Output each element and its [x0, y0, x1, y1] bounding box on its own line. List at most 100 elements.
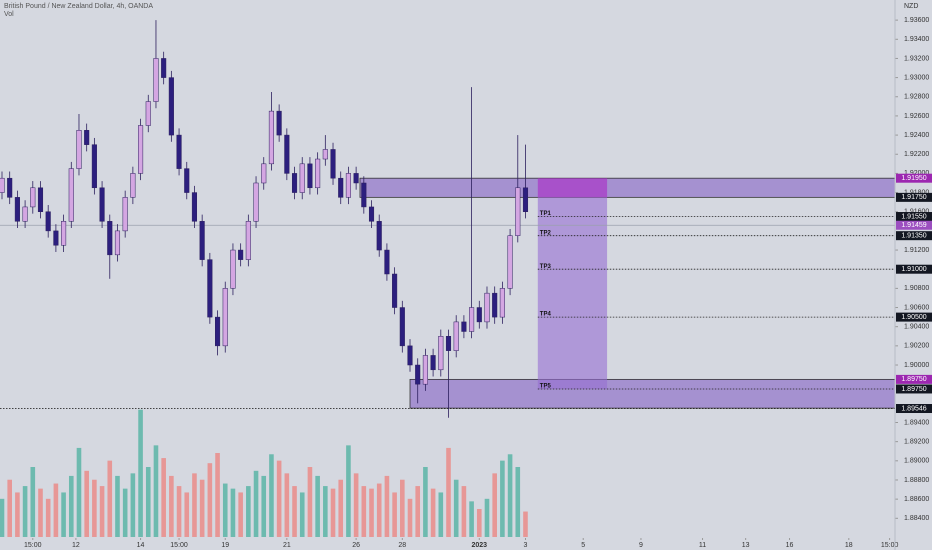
volume-bar [299, 492, 305, 537]
candle-body [215, 316, 221, 347]
volume-bar [323, 486, 328, 537]
x-tick-label: 14 [137, 542, 145, 549]
volume-bar [230, 488, 236, 537]
volume-bar [7, 479, 12, 537]
volume-bar [61, 492, 66, 537]
candle-body [153, 58, 159, 102]
price-label: 1.91000 [901, 266, 926, 273]
candle-body [469, 307, 475, 332]
x-tick-label: 2023 [472, 542, 488, 549]
candle-body [22, 206, 28, 222]
price-label: 1.90500 [901, 314, 926, 321]
currency-label: NZD [904, 3, 918, 10]
y-tick-label: 1.92600 [904, 113, 929, 120]
volume-bar [30, 467, 36, 537]
price-label: 1.91459 [901, 222, 926, 229]
y-tick-label: 1.88600 [904, 496, 929, 503]
axis-layer: 1.93600 1.93400 1.93200 1.93000 1.92800 1.926… [24, 17, 932, 549]
volume-bar [469, 501, 474, 537]
candle-body [37, 187, 44, 212]
candle-body [284, 134, 290, 174]
volume-bar [446, 447, 451, 537]
price-label: 1.89750 [901, 376, 926, 383]
candle-body [415, 364, 421, 385]
y-tick-label: 1.88400 [904, 515, 929, 522]
candle-body [168, 77, 174, 136]
volume-bar [500, 460, 505, 537]
x-tick-label: 21 [283, 542, 291, 549]
volume-bar [361, 486, 367, 537]
volume-bar [238, 492, 243, 537]
supply-demand-zone [359, 177, 896, 198]
volume-bar [145, 467, 151, 537]
volume-bar [292, 486, 297, 537]
x-tick-label: 5 [581, 542, 585, 549]
volume-bar [284, 473, 290, 537]
y-tick-label: 1.91200 [904, 247, 929, 254]
candle-body [522, 187, 529, 212]
volume-bar [169, 475, 174, 537]
volume-bar [99, 486, 105, 537]
candle-body [307, 163, 313, 189]
y-tick-label: 1.90200 [904, 343, 929, 350]
volume-bar [199, 479, 205, 537]
volume-bar [346, 445, 351, 537]
volume-bar [68, 475, 74, 537]
candle-body [291, 173, 298, 193]
candle-body [145, 101, 151, 126]
candle-body [392, 273, 398, 308]
price-label-box [896, 374, 932, 384]
candle-body [261, 163, 267, 184]
volume-bar [269, 454, 274, 537]
volume-bar [253, 470, 259, 537]
position-target-area [537, 197, 608, 389]
candle-body [7, 177, 13, 198]
volume-bar [22, 486, 28, 537]
x-tick-label: 15:00 [170, 542, 188, 549]
candle-body [122, 197, 128, 232]
x-tick-label: 12 [72, 542, 80, 549]
candle-body [130, 173, 136, 198]
candle-body [507, 235, 513, 289]
candle-body [184, 168, 190, 193]
price-label-box [896, 384, 932, 394]
position-stop-area [537, 178, 608, 198]
candle-body [268, 110, 274, 165]
x-tick-label: 3 [524, 542, 528, 549]
y-tick-label: 1.88800 [904, 477, 929, 484]
volume-bar [484, 498, 490, 537]
price-label: 1.91550 [901, 213, 926, 220]
y-tick-label: 1.92200 [904, 151, 929, 158]
y-tick-label: 1.90000 [904, 362, 929, 369]
candle-body [199, 221, 205, 260]
x-tick-label: 15:00 [24, 542, 42, 549]
volume-bar [38, 488, 43, 537]
y-tick-label: 1.90400 [904, 324, 929, 331]
volume-bar [353, 473, 359, 537]
price-label-box [896, 312, 932, 322]
volume-bar [15, 492, 20, 537]
candle-body [30, 187, 36, 208]
y-tick-label: 1.93200 [904, 55, 929, 62]
volume-label: Vol [4, 11, 14, 18]
volume-bar [461, 486, 467, 537]
price-label: 1.91350 [901, 233, 926, 240]
candle-body [76, 130, 82, 169]
volume-bar [76, 447, 82, 537]
candle-body [91, 144, 97, 189]
volume-bar [415, 486, 421, 537]
price-label: 1.89750 [901, 386, 926, 393]
candle-body [315, 158, 321, 189]
price-label-box [896, 220, 932, 230]
volume-bar [369, 488, 374, 537]
volume-bar [107, 460, 113, 537]
candle-body [176, 134, 182, 169]
y-tick-label: 1.90800 [904, 285, 929, 292]
price-label-box [896, 404, 932, 414]
volume-bar [392, 492, 397, 537]
candle-body [338, 177, 344, 198]
x-tick-label: 26 [352, 542, 360, 549]
candle-body [445, 336, 452, 351]
volume-bar [453, 479, 459, 537]
candle-body [430, 355, 436, 371]
